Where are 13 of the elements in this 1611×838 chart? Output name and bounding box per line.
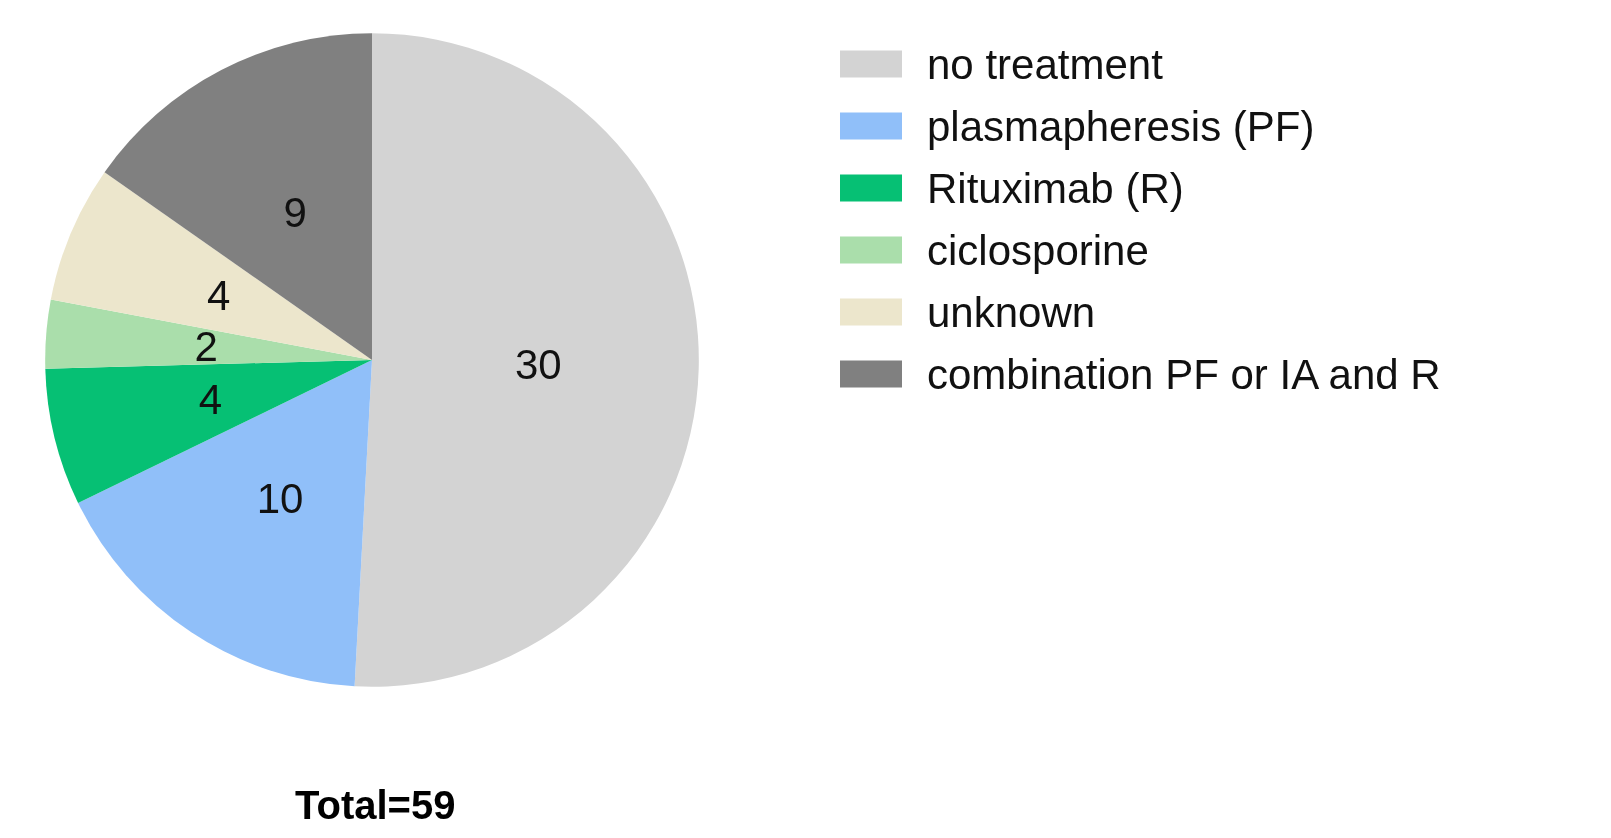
legend-label: plasmapheresis (PF) bbox=[927, 102, 1315, 150]
data-label: 9 bbox=[283, 188, 307, 236]
legend-label: ciclosporine bbox=[927, 226, 1149, 274]
text: Total=59 bbox=[295, 783, 456, 827]
data-label: 4 bbox=[207, 271, 231, 319]
legend-label: no treatment bbox=[927, 40, 1164, 88]
data-label: 30 bbox=[514, 340, 562, 388]
legend-label: Rituximab (R) bbox=[927, 164, 1184, 212]
legend-label: unknown bbox=[927, 288, 1096, 336]
data-label: 10 bbox=[256, 475, 304, 523]
legend-label: combination PF or IA and R bbox=[927, 350, 1441, 398]
data-label: 2 bbox=[194, 323, 218, 371]
data-label: 4 bbox=[198, 375, 223, 423]
